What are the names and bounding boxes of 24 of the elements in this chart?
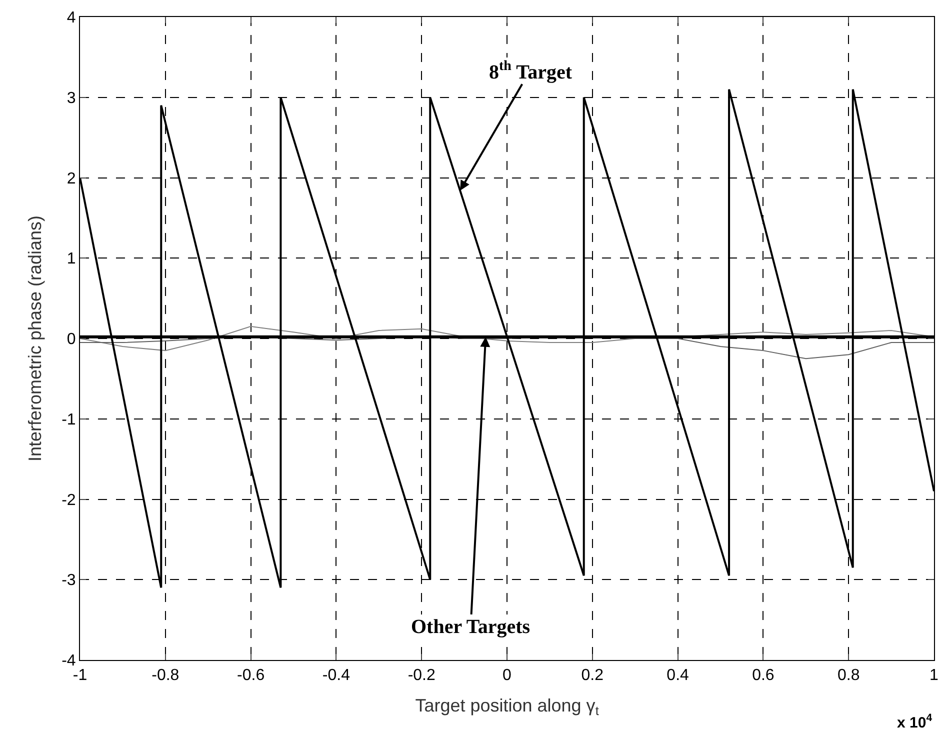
- annotation: Other Targets: [411, 616, 530, 638]
- x-tick-label: -0.8: [152, 667, 180, 684]
- y-tick-label: 0: [66, 331, 76, 348]
- x-tick-label: 0.4: [666, 667, 690, 684]
- y-tick-label: 4: [66, 10, 76, 27]
- x-axis-title: Target position along γ$_{t}$: [415, 695, 600, 718]
- y-tick-label: -1: [62, 411, 76, 428]
- y-tick-label: -2: [62, 492, 76, 509]
- x-tick-label: 0.8: [837, 667, 860, 684]
- annotation: 8$^{th}$ Target: [489, 59, 572, 84]
- y-axis-title: Interferometric phase (radians): [24, 215, 45, 462]
- x-tick-label: 1: [930, 667, 939, 684]
- y-tick-label: -3: [62, 572, 76, 590]
- x-tick-label: -0.6: [237, 667, 265, 684]
- x-tick-label: 0.2: [581, 667, 604, 684]
- y-tick-label: 2: [66, 170, 76, 188]
- x-tick-label: -0.4: [322, 667, 350, 684]
- text: x 10$^{4}$: [897, 712, 932, 732]
- x-tick-label: 0: [502, 667, 512, 684]
- x-tick-label: 0.6: [752, 667, 774, 684]
- y-tick-label: -4: [62, 652, 76, 670]
- y-tick-label: 1: [66, 250, 76, 268]
- x-tick-label: -0.2: [408, 667, 436, 684]
- y-tick-label: 3: [66, 90, 76, 107]
